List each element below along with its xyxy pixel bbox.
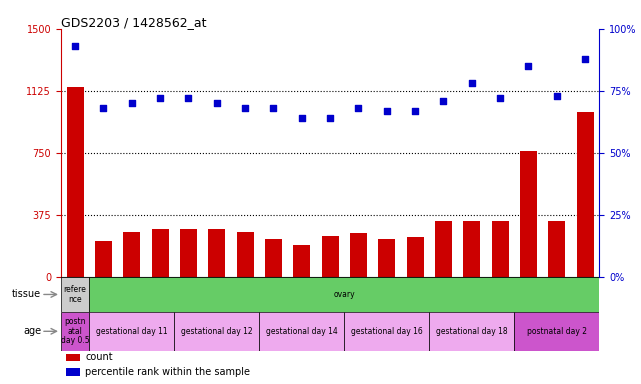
Bar <box>123 232 140 277</box>
Point <box>269 105 279 111</box>
Text: age: age <box>23 326 41 336</box>
Point <box>212 100 222 106</box>
Text: gestational day 18: gestational day 18 <box>436 327 508 336</box>
Text: postn
atal
day 0.5: postn atal day 0.5 <box>61 317 89 346</box>
Text: refere
nce: refere nce <box>63 285 87 304</box>
Point <box>353 105 363 111</box>
Bar <box>66 354 79 361</box>
Bar <box>259 312 344 351</box>
Text: GDS2203 / 1428562_at: GDS2203 / 1428562_at <box>61 16 206 29</box>
Point <box>467 80 477 86</box>
Bar <box>520 151 537 277</box>
Bar <box>344 312 429 351</box>
Point <box>297 115 307 121</box>
Bar <box>180 229 197 277</box>
Text: gestational day 14: gestational day 14 <box>266 327 338 336</box>
Point <box>552 93 562 99</box>
Bar <box>294 245 310 277</box>
Point <box>70 43 80 49</box>
Bar <box>174 312 259 351</box>
Text: percentile rank within the sample: percentile rank within the sample <box>85 367 250 377</box>
Bar <box>429 312 514 351</box>
Bar <box>89 312 174 351</box>
Bar <box>378 239 395 277</box>
Point <box>580 56 590 62</box>
Bar <box>463 221 480 277</box>
Text: gestational day 11: gestational day 11 <box>96 327 167 336</box>
Bar <box>67 87 83 277</box>
Bar <box>151 229 169 277</box>
Text: ovary: ovary <box>333 290 355 299</box>
Bar <box>66 368 79 376</box>
Bar <box>237 232 254 277</box>
Bar <box>265 239 282 277</box>
Point <box>127 100 137 106</box>
Point <box>381 108 392 114</box>
Point <box>98 105 108 111</box>
Bar <box>514 312 599 351</box>
Point <box>183 95 194 101</box>
Point <box>155 95 165 101</box>
Point <box>240 105 250 111</box>
Bar <box>577 111 594 277</box>
Point <box>495 95 505 101</box>
Bar <box>61 312 89 351</box>
Point <box>325 115 335 121</box>
Bar <box>208 229 225 277</box>
Point <box>410 108 420 114</box>
Bar <box>61 277 89 312</box>
Point <box>438 98 449 104</box>
Text: gestational day 12: gestational day 12 <box>181 327 253 336</box>
Bar <box>435 221 452 277</box>
Bar <box>350 233 367 277</box>
Bar <box>548 221 565 277</box>
Text: count: count <box>85 352 113 362</box>
Bar <box>322 236 338 277</box>
Bar <box>406 237 424 277</box>
Text: gestational day 16: gestational day 16 <box>351 327 422 336</box>
Text: postnatal day 2: postnatal day 2 <box>527 327 587 336</box>
Point <box>523 63 533 69</box>
Bar <box>492 221 509 277</box>
Text: tissue: tissue <box>12 290 41 300</box>
Bar <box>95 241 112 277</box>
